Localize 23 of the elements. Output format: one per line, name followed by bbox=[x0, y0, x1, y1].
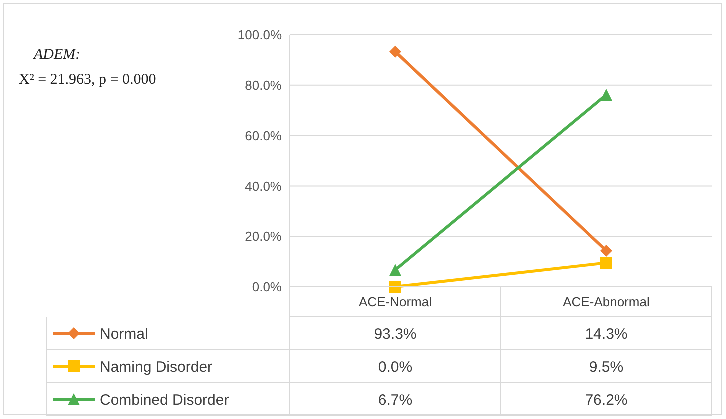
data-label: 93.3% bbox=[374, 326, 417, 343]
data-label: 0.0% bbox=[378, 358, 413, 376]
point bbox=[600, 244, 612, 257]
point bbox=[600, 257, 612, 270]
data-label: 6.7% bbox=[378, 392, 413, 409]
data-label: 9.5% bbox=[589, 358, 624, 376]
y-tick-label: 40.0% bbox=[245, 178, 282, 194]
legend-label: Normal bbox=[100, 326, 148, 343]
point bbox=[390, 46, 402, 58]
y-tick-label: 60.0% bbox=[245, 128, 282, 144]
point bbox=[390, 281, 402, 293]
data-label: 14.3% bbox=[585, 326, 628, 343]
text: X² = 21.963, p = 0.000 bbox=[19, 72, 156, 88]
legend-label: Naming Disorder bbox=[100, 358, 213, 376]
y-tick-label: 100.0% bbox=[238, 28, 282, 43]
y-tick-label: 80.0% bbox=[245, 78, 282, 93]
data-label: 76.2% bbox=[585, 392, 628, 409]
text: ADEM: bbox=[33, 47, 81, 63]
y-tick-label: 20.0% bbox=[245, 229, 282, 244]
y-tick-label: 0.0% bbox=[252, 280, 282, 295]
x-tick-label: ACE-Abnormal bbox=[563, 294, 650, 310]
legend-label: Combined Disorder bbox=[100, 392, 230, 409]
x-tick-label: ACE-Normal bbox=[359, 294, 432, 310]
